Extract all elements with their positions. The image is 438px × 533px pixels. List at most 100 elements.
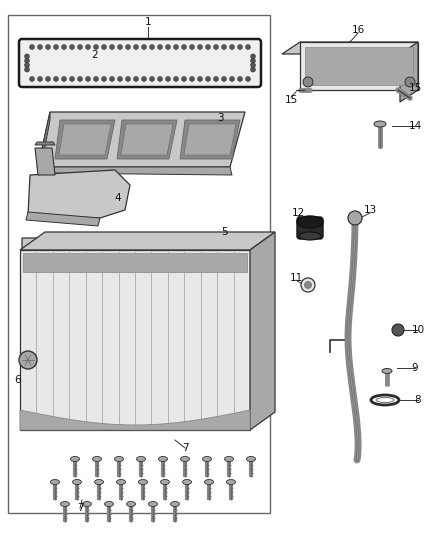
Circle shape: [166, 44, 170, 50]
Ellipse shape: [73, 480, 81, 484]
Circle shape: [190, 77, 194, 82]
Circle shape: [205, 44, 211, 50]
FancyBboxPatch shape: [19, 39, 261, 87]
Text: 14: 14: [408, 121, 422, 131]
Ellipse shape: [159, 456, 167, 462]
Ellipse shape: [205, 480, 213, 484]
Ellipse shape: [50, 480, 60, 484]
Circle shape: [46, 77, 50, 82]
Circle shape: [85, 77, 91, 82]
Circle shape: [173, 77, 179, 82]
Polygon shape: [35, 148, 55, 175]
Circle shape: [213, 77, 219, 82]
Text: 11: 11: [290, 273, 303, 283]
Text: 1: 1: [145, 17, 151, 27]
Circle shape: [251, 67, 255, 72]
Circle shape: [213, 44, 219, 50]
Circle shape: [237, 44, 243, 50]
Circle shape: [78, 44, 82, 50]
Circle shape: [405, 77, 415, 87]
Circle shape: [93, 77, 99, 82]
Circle shape: [303, 77, 313, 87]
Circle shape: [141, 77, 146, 82]
Ellipse shape: [95, 480, 103, 484]
Circle shape: [29, 77, 35, 82]
Polygon shape: [38, 112, 245, 167]
Text: 8: 8: [415, 395, 421, 405]
Ellipse shape: [137, 456, 145, 462]
Circle shape: [38, 77, 42, 82]
Ellipse shape: [170, 502, 180, 506]
Text: 15: 15: [284, 95, 298, 105]
Ellipse shape: [180, 456, 190, 462]
Circle shape: [126, 44, 131, 50]
Ellipse shape: [117, 480, 126, 484]
Polygon shape: [20, 232, 275, 250]
Polygon shape: [300, 42, 418, 90]
Circle shape: [198, 77, 202, 82]
Ellipse shape: [299, 232, 321, 240]
Circle shape: [222, 44, 226, 50]
Ellipse shape: [138, 480, 148, 484]
Circle shape: [251, 63, 255, 68]
FancyBboxPatch shape: [297, 217, 323, 239]
Circle shape: [110, 77, 114, 82]
Polygon shape: [282, 42, 418, 54]
Circle shape: [158, 44, 162, 50]
Text: 10: 10: [411, 325, 424, 335]
Circle shape: [246, 44, 251, 50]
Circle shape: [205, 77, 211, 82]
Polygon shape: [184, 124, 236, 155]
Polygon shape: [305, 47, 413, 85]
Circle shape: [126, 77, 131, 82]
Circle shape: [38, 44, 42, 50]
Circle shape: [222, 77, 226, 82]
Circle shape: [78, 77, 82, 82]
Ellipse shape: [60, 502, 70, 506]
Ellipse shape: [226, 480, 236, 484]
Ellipse shape: [71, 456, 80, 462]
Circle shape: [70, 77, 74, 82]
Text: 16: 16: [351, 25, 364, 35]
Ellipse shape: [114, 456, 124, 462]
Polygon shape: [117, 120, 177, 159]
Circle shape: [149, 44, 155, 50]
Text: 6: 6: [15, 375, 21, 385]
Text: 5: 5: [222, 227, 228, 237]
Circle shape: [25, 58, 29, 63]
Text: 2: 2: [92, 50, 98, 60]
Text: 3: 3: [217, 113, 223, 123]
Text: 7: 7: [182, 443, 188, 453]
Text: 4: 4: [115, 193, 121, 203]
Circle shape: [166, 77, 170, 82]
Circle shape: [348, 211, 362, 225]
Polygon shape: [55, 120, 115, 159]
Circle shape: [46, 44, 50, 50]
Polygon shape: [38, 112, 50, 173]
Circle shape: [134, 44, 138, 50]
Polygon shape: [180, 120, 240, 159]
Circle shape: [230, 77, 234, 82]
Circle shape: [53, 77, 59, 82]
Circle shape: [19, 351, 37, 369]
Ellipse shape: [183, 480, 191, 484]
Circle shape: [173, 44, 179, 50]
Text: 13: 13: [364, 205, 377, 215]
Circle shape: [70, 44, 74, 50]
Polygon shape: [23, 253, 247, 272]
Circle shape: [237, 77, 243, 82]
Circle shape: [149, 77, 155, 82]
Ellipse shape: [374, 121, 386, 127]
Ellipse shape: [160, 480, 170, 484]
Polygon shape: [400, 42, 418, 102]
Polygon shape: [28, 170, 130, 218]
Circle shape: [29, 44, 35, 50]
Circle shape: [61, 77, 67, 82]
Ellipse shape: [247, 456, 255, 462]
Circle shape: [158, 77, 162, 82]
Circle shape: [25, 54, 29, 59]
Ellipse shape: [202, 456, 212, 462]
Circle shape: [181, 44, 187, 50]
Circle shape: [392, 324, 404, 336]
Circle shape: [246, 77, 251, 82]
